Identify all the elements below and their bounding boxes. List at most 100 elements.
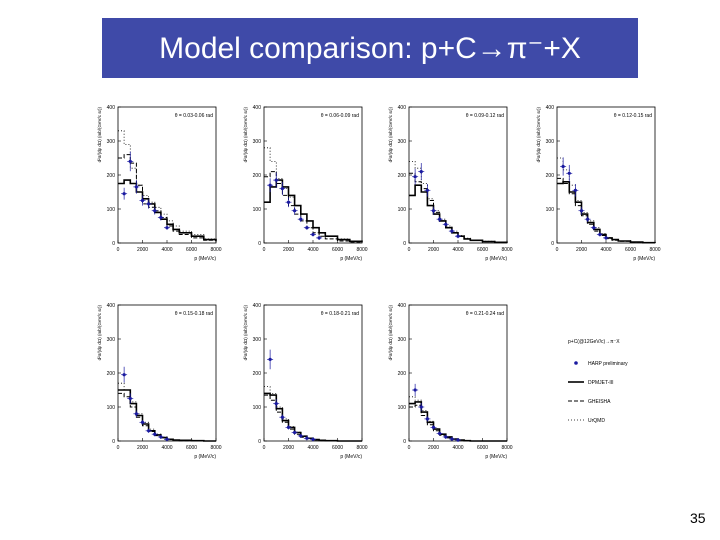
- data-point: [305, 436, 309, 440]
- plot-frame: [117, 304, 217, 442]
- model-line-urqmd: [409, 161, 508, 243]
- y-tick-label: 400: [253, 303, 262, 309]
- x-axis-label: p (MeV/c): [633, 256, 655, 262]
- data-point: [431, 425, 436, 429]
- x-axis-label: p (MeV/c): [194, 454, 216, 460]
- y-tick-label: 300: [398, 337, 407, 343]
- x-tick-label: 8000: [501, 445, 512, 451]
- data-point: [444, 435, 448, 439]
- model-line-gheisha: [118, 154, 217, 242]
- y-tick-label: 0: [551, 241, 554, 247]
- x-tick-label: 8000: [501, 247, 512, 253]
- slide-title-box: Model comparison: p+C→π⁻+X: [102, 18, 638, 78]
- y-axis-label: d²σ/(dp dΩ) (mb/(GeV/c sr)): [243, 107, 248, 163]
- data-point: [122, 192, 126, 196]
- data-point: [286, 200, 291, 204]
- x-tick-label: 8000: [356, 247, 367, 253]
- x-tick-label: 2000: [137, 445, 148, 451]
- y-tick-label: 0: [112, 241, 115, 247]
- data-point: [147, 429, 151, 433]
- model-line-gheisha: [118, 392, 216, 442]
- data-point: [128, 396, 132, 401]
- data-point: [311, 437, 315, 441]
- data-point: [165, 437, 169, 441]
- data-point: [299, 434, 303, 438]
- y-tick-label: 0: [258, 439, 261, 445]
- x-tick-label: 0: [263, 445, 266, 451]
- legend-label: HARP preliminary: [588, 361, 628, 367]
- data-point: [317, 236, 321, 240]
- data-point: [586, 217, 590, 221]
- legend-marker-points: [574, 361, 578, 365]
- data-point: [280, 415, 284, 419]
- x-tick-label: 2000: [137, 247, 148, 253]
- data-point: [450, 229, 454, 233]
- y-tick-label: 300: [546, 139, 555, 145]
- y-tick-label: 400: [546, 105, 555, 111]
- y-tick-label: 400: [253, 105, 262, 111]
- data-point: [140, 198, 145, 203]
- x-tick-label: 6000: [332, 247, 343, 253]
- model-line-gheisha: [409, 404, 507, 442]
- y-tick-label: 200: [253, 173, 262, 179]
- data-point: [159, 215, 163, 220]
- model-line-urqmd: [409, 396, 507, 442]
- y-axis-label: d²σ/(dp dΩ) (mb/(GeV/c sr)): [97, 107, 102, 163]
- y-tick-label: 300: [253, 139, 262, 145]
- x-axis-label: p (MeV/c): [194, 256, 216, 262]
- data-point: [567, 171, 571, 175]
- data-point: [299, 217, 303, 221]
- y-tick-label: 400: [398, 105, 407, 111]
- x-tick-label: 0: [408, 247, 411, 253]
- y-axis-label: d²σ/(dp dΩ) (mb/(GeV/c sr)): [388, 305, 393, 361]
- data-point: [140, 420, 145, 424]
- x-tick-label: 6000: [186, 445, 197, 451]
- data-point: [165, 226, 169, 230]
- model-line-dpmjet-iii: [409, 401, 507, 442]
- model-line-urqmd: [118, 130, 217, 242]
- x-tick-label: 4000: [452, 247, 463, 253]
- x-tick-label: 6000: [477, 247, 488, 253]
- model-line-dpmjet-iii: [118, 179, 217, 242]
- y-tick-label: 100: [107, 207, 116, 213]
- legend-label: UrQMD: [588, 418, 605, 424]
- data-point: [122, 373, 126, 377]
- data-point: [456, 234, 460, 238]
- data-point: [438, 217, 442, 221]
- y-tick-label: 0: [403, 241, 406, 247]
- x-tick-label: 4000: [600, 247, 611, 253]
- data-point: [444, 222, 448, 226]
- y-tick-label: 100: [253, 207, 262, 213]
- model-line-urqmd: [118, 382, 216, 442]
- data-point: [147, 202, 151, 206]
- y-tick-label: 100: [398, 207, 407, 213]
- data-point: [561, 164, 565, 169]
- y-tick-label: 0: [403, 439, 406, 445]
- data-point: [438, 431, 442, 436]
- data-point: [419, 170, 423, 174]
- legend: p+C(@12GeV/c)→π⁻X HARP preliminary DPMJET-…: [568, 339, 628, 424]
- legend-label: DPMJET-III: [588, 380, 614, 386]
- y-axis-label: d²σ/(dp dΩ) (mb/(GeV/c sr)): [536, 107, 541, 163]
- x-axis-label: p (MeV/c): [340, 454, 362, 460]
- data-point: [431, 209, 436, 213]
- model-line-gheisha: [264, 171, 363, 243]
- data-point: [153, 209, 157, 213]
- data-point: [419, 405, 423, 409]
- angle-annotation: θ = 0.09-0.12 rad: [466, 113, 504, 119]
- y-tick-label: 200: [398, 173, 407, 179]
- data-point: [274, 178, 278, 182]
- x-axis-label: p (MeV/c): [340, 256, 362, 262]
- y-tick-label: 200: [546, 173, 555, 179]
- x-tick-label: 6000: [332, 445, 343, 451]
- angle-annotation: θ = 0.03-0.06 rad: [175, 113, 213, 119]
- y-tick-label: 200: [398, 371, 407, 377]
- data-point: [598, 232, 602, 237]
- y-tick-label: 0: [258, 241, 261, 247]
